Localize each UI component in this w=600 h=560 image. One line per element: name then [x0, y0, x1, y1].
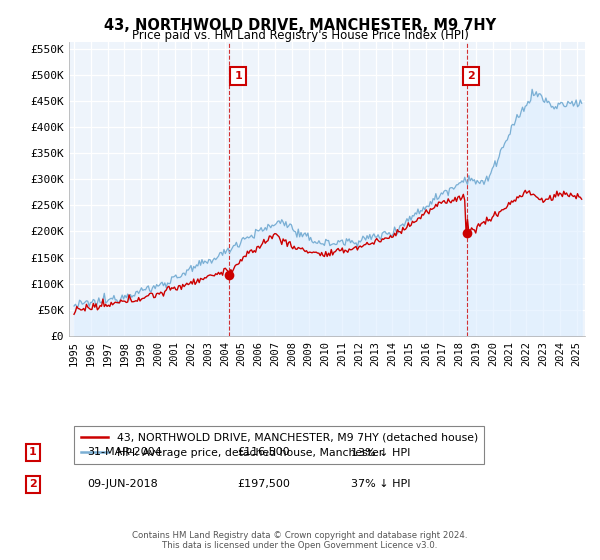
Text: Price paid vs. HM Land Registry's House Price Index (HPI): Price paid vs. HM Land Registry's House … [131, 29, 469, 42]
Text: 13% ↓ HPI: 13% ↓ HPI [351, 447, 410, 458]
Text: 09-JUN-2018: 09-JUN-2018 [87, 479, 158, 489]
Text: 43, NORTHWOLD DRIVE, MANCHESTER, M9 7HY: 43, NORTHWOLD DRIVE, MANCHESTER, M9 7HY [104, 18, 496, 33]
Text: 1: 1 [235, 71, 242, 81]
Legend: 43, NORTHWOLD DRIVE, MANCHESTER, M9 7HY (detached house), HPI: Average price, de: 43, NORTHWOLD DRIVE, MANCHESTER, M9 7HY … [74, 426, 484, 464]
Text: 2: 2 [467, 71, 475, 81]
Text: 37% ↓ HPI: 37% ↓ HPI [351, 479, 410, 489]
Text: £197,500: £197,500 [237, 479, 290, 489]
Text: Contains HM Land Registry data © Crown copyright and database right 2024.
This d: Contains HM Land Registry data © Crown c… [132, 530, 468, 550]
Text: £116,500: £116,500 [237, 447, 290, 458]
Text: 1: 1 [29, 447, 37, 458]
Text: 2: 2 [29, 479, 37, 489]
Text: 31-MAR-2004: 31-MAR-2004 [87, 447, 162, 458]
